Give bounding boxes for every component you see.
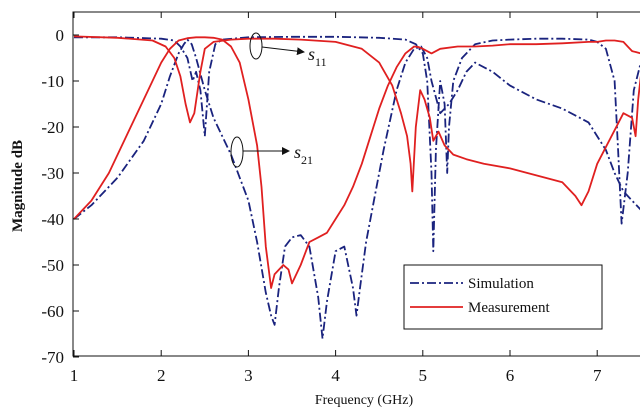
y-tick-label: -10: [41, 72, 64, 91]
annotation-subscript: 11: [315, 55, 327, 69]
legend-label-simulation: Simulation: [468, 276, 534, 292]
annotation-label: s11: [308, 44, 327, 69]
x-tick-label: 4: [331, 366, 340, 385]
x-tick-label: 2: [157, 366, 166, 385]
y-tick-label: -50: [41, 256, 64, 275]
annotation-label: s21: [294, 142, 313, 167]
annotation-ellipse: [230, 136, 244, 168]
y-tick-label: -30: [41, 164, 64, 183]
legend: Simulation Measurement: [403, 264, 603, 330]
legend-box: [403, 264, 603, 330]
x-axis-label: Frequency (GHz): [315, 393, 414, 408]
annotation-layer: s11 s21: [230, 32, 327, 168]
x-tick-label: 5: [419, 366, 428, 385]
series-line-measurement-s21: [73, 36, 640, 289]
y-tick-label: 0: [56, 26, 65, 45]
y-tick-label: -60: [41, 302, 64, 321]
legend-label-measurement: Measurement: [468, 300, 550, 316]
y-tick-label: -70: [41, 348, 64, 367]
axes-layer: 1 2 3 4 5 6 7 0 -10 -20 -30 -40 -50 -60 -70: [41, 12, 602, 385]
y-tick-label: -40: [41, 210, 64, 229]
plot-frame: [72, 11, 640, 357]
series-line-simulation-s21: [73, 38, 640, 340]
x-tick-label: 3: [244, 366, 253, 385]
annotation-ellipse: [249, 32, 263, 60]
y-axis-label: Magnitude dB: [10, 140, 26, 232]
y-tick-label: -20: [41, 118, 64, 137]
annotation-s21: s21: [230, 136, 313, 168]
series-line-measurement-s11: [73, 35, 640, 207]
annotation-arrow: [261, 46, 305, 56]
x-tick-label: 6: [506, 366, 515, 385]
x-tick-label: 7: [593, 366, 602, 385]
series-layer: [73, 35, 640, 340]
x-tick-label: 1: [70, 366, 79, 385]
annotation-subscript: 21: [301, 153, 313, 167]
